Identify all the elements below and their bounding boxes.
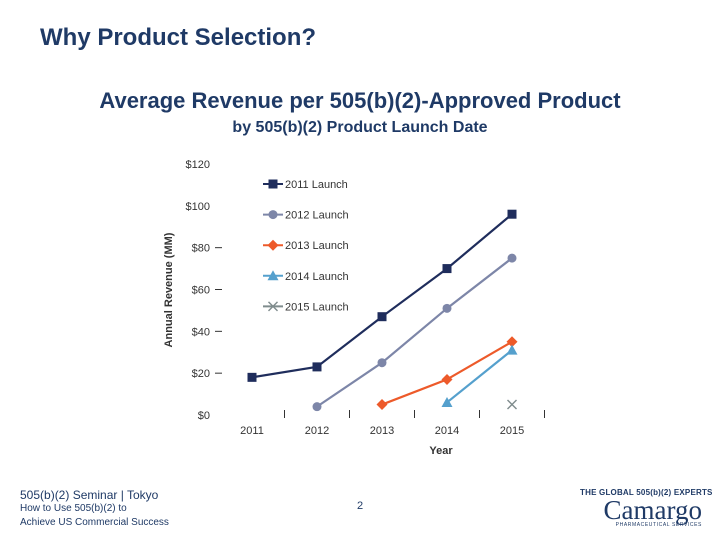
data-point-2014 [506, 344, 518, 355]
data-point-2012 [377, 358, 387, 368]
data-point-2012 [442, 303, 452, 313]
logo-tagline: THE GLOBAL 505(b)(2) EXPERTS [580, 488, 713, 497]
logo-name: Camargo [603, 495, 702, 525]
data-point-2011 [507, 209, 517, 219]
legend-label: 2011 Launch [285, 179, 348, 191]
x-tick-label: 2012 [305, 425, 329, 437]
data-point-2011 [312, 362, 322, 372]
y-tick-label: $0 [198, 410, 210, 422]
x-tick-label: 2013 [370, 425, 394, 437]
y-tick-label: $100 [186, 201, 210, 213]
y-tick-label: $40 [192, 326, 210, 338]
data-point-2012 [507, 253, 517, 263]
slide-title: Why Product Selection? [40, 24, 317, 51]
x-axis-title: Year [429, 445, 453, 457]
logo-subline: PHARMACEUTICAL SERVICES [615, 522, 702, 528]
series-line-2011 [251, 213, 513, 379]
legend-marker [267, 270, 279, 281]
data-point-2011 [247, 372, 257, 382]
x-tick-label: 2014 [435, 425, 459, 437]
series-line-2013 [381, 340, 513, 406]
data-point-2011 [377, 312, 387, 322]
y-axis-title: Annual Revenue (MM) [163, 232, 175, 347]
legend-marker [268, 179, 278, 189]
data-point-2013 [376, 399, 388, 411]
company-logo: THE GLOBAL 505(b)(2) EXPERTS Camargo PHA… [580, 488, 713, 530]
legend-label: 2013 Launch [285, 240, 349, 252]
y-tick-label: $20 [192, 368, 210, 380]
legend-marker [268, 210, 278, 220]
x-tick-label: 2011 [240, 425, 264, 437]
data-point-2012 [312, 402, 322, 412]
data-point-2014 [441, 396, 453, 407]
legend-label: 2012 Launch [285, 210, 349, 222]
chart-subtitle: by 505(b)(2) Product Launch Date [232, 119, 488, 136]
footer-seminar: 505(b)(2) Seminar | Tokyo [20, 488, 159, 502]
series-line-2014 [446, 349, 513, 404]
legend-label: 2014 Launch [285, 271, 349, 283]
y-tick-label: $120 [186, 159, 210, 171]
footer-info: 505(b)(2) Seminar | Tokyo How to Use 505… [20, 488, 169, 530]
data-point-2013 [441, 373, 453, 385]
page-number: 2 [357, 500, 364, 512]
data-point-2015 [507, 399, 517, 410]
series-line-2012 [316, 257, 513, 408]
legend-label: 2015 Launch [285, 301, 349, 313]
legend-marker [267, 239, 279, 251]
data-point-2011 [442, 264, 452, 274]
chart-title: Average Revenue per 505(b)(2)-Approved P… [99, 88, 621, 113]
data-point-2013 [506, 336, 518, 348]
legend-marker [268, 301, 278, 312]
y-tick-label: $80 [192, 243, 210, 255]
x-tick-label: 2015 [500, 425, 524, 437]
y-tick-label: $60 [192, 285, 210, 297]
footer-subtitle-line2: Achieve US Commercial Success [20, 517, 169, 528]
footer-subtitle-line1: How to Use 505(b)(2) to [20, 503, 127, 514]
